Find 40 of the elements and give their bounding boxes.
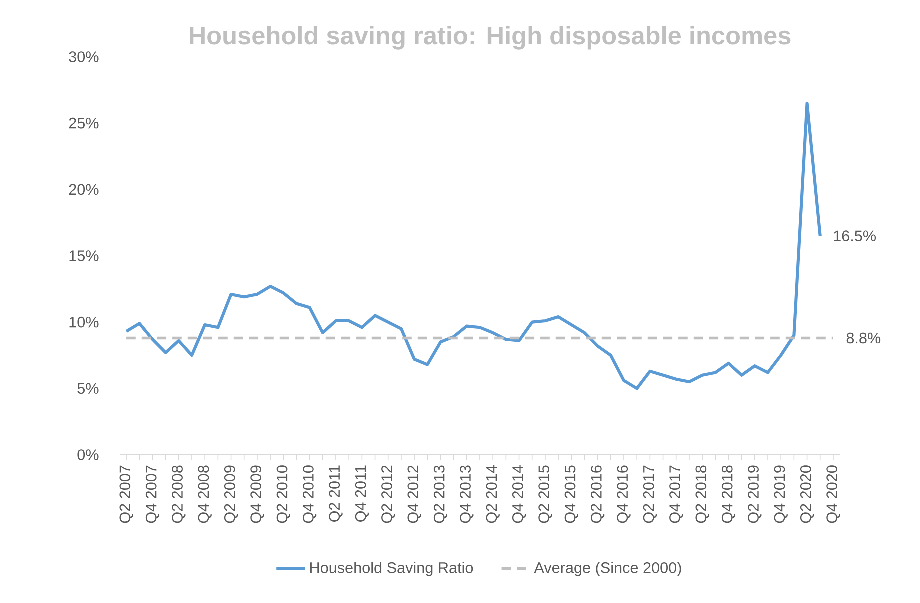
x-tick-label: Q2 2020: [800, 466, 814, 524]
y-tick-label: 15%: [70, 250, 99, 262]
y-tick-label: 30%: [69, 52, 99, 62]
x-tick-label: Q4 2008: [198, 466, 212, 524]
x-tick-label: Q2 2017: [643, 466, 657, 524]
x-tick-label: Q2 2018: [696, 466, 710, 524]
x-tick-label: Q2 2019: [748, 466, 762, 524]
x-tick-label: Q2 2007: [120, 466, 134, 524]
x-tick-label: Q2 2010: [276, 466, 290, 524]
x-tick-label: Q2 2016: [591, 466, 605, 524]
y-tick-label: 25%: [69, 118, 99, 129]
data-label: 16.5%: [834, 230, 876, 242]
x-tick-label: Q4 2019: [774, 466, 788, 524]
y-tick-label: 0%: [78, 450, 99, 460]
x-tick-label: Q2 2013: [434, 466, 448, 524]
y-tick-label: 10%: [70, 316, 99, 328]
x-tick-label: Q2 2014: [486, 466, 500, 524]
x-tick-label: Q4 2012: [408, 466, 422, 524]
x-tick-label: Q4 2011: [355, 466, 369, 522]
x-tick-label: Q4 2010: [303, 466, 317, 524]
chart-title: Household saving ratio: High disposable incomes: [190, 26, 791, 50]
x-tick-label: Q4 2018: [722, 466, 736, 524]
legend-label: Household Saving Ratio: [310, 562, 474, 576]
x-tick-label: Q4 2015: [564, 466, 578, 524]
x-tick-label: Q2 2008: [172, 466, 186, 524]
x-tick-label: Q2 2012: [382, 466, 396, 524]
x-tick-label: Q2 2009: [224, 466, 238, 524]
x-tick-label: Q4 2009: [250, 466, 264, 524]
x-tick-label: Q4 2013: [460, 466, 474, 524]
x-tick-label: Q2 2011: [329, 466, 343, 522]
legend-label: Average (Since 2000): [534, 562, 682, 576]
y-tick-label: 5%: [78, 383, 99, 394]
x-tick-label: Q4 2016: [617, 466, 631, 524]
x-tick-label: Q2 2015: [538, 466, 552, 524]
x-tick-label: Q4 2017: [670, 466, 684, 524]
data-label: 8.8%: [846, 332, 881, 344]
x-tick-label: Q4 2020: [826, 466, 840, 524]
y-tick-label: 20%: [69, 184, 99, 196]
x-tick-label: Q4 2014: [512, 466, 526, 524]
x-tick-label: Q4 2007: [146, 466, 160, 524]
